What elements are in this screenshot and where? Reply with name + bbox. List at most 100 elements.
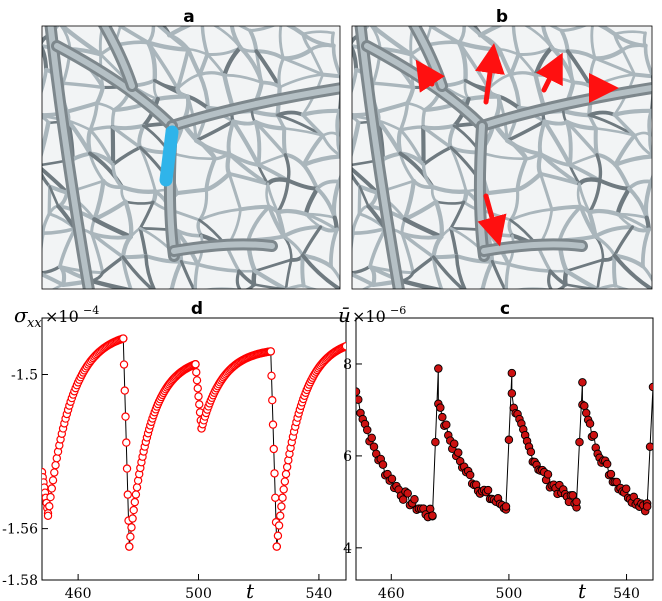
data-point <box>526 447 536 457</box>
chart-ytick-label: -1.5 <box>11 368 38 384</box>
chart-c-ylabel-exponent: −6 <box>390 304 406 317</box>
data-point <box>648 382 653 392</box>
data-point <box>367 433 376 443</box>
data-point <box>51 460 60 470</box>
data-point <box>125 542 134 551</box>
data-point <box>132 483 142 492</box>
panel-a-frame <box>41 25 341 290</box>
data-point <box>128 514 137 523</box>
chart-d-ylabel-symbol: σ <box>14 303 29 327</box>
data-point <box>453 448 463 457</box>
data-point <box>501 502 511 511</box>
data-point <box>602 459 612 469</box>
data-point <box>387 474 397 484</box>
data-point <box>356 395 363 404</box>
chart-d-frame <box>41 317 347 581</box>
data-point <box>589 430 599 440</box>
data-point <box>122 438 131 447</box>
network-image-b <box>352 26 652 289</box>
chart-xtick-label: 500 <box>496 586 523 601</box>
chart-d-xlabel: t <box>246 579 255 601</box>
chart-c-ylabel-multiplier: ×10 <box>352 307 386 326</box>
data-point <box>568 491 577 500</box>
chart-c-frame <box>355 317 654 581</box>
panel-label-c: c <box>500 299 510 319</box>
data-point <box>273 531 283 540</box>
chart-c-xlabel: t <box>578 579 587 601</box>
chart-d-ylabel-exponent: −4 <box>83 304 99 317</box>
chart-ytick-label: -1.56 <box>2 522 38 538</box>
data-point <box>274 521 284 530</box>
data-point <box>642 502 652 511</box>
data-point <box>281 469 291 479</box>
data-point <box>121 412 130 421</box>
data-point <box>267 371 276 380</box>
data-point <box>119 360 129 369</box>
data-point <box>46 492 55 502</box>
data-point <box>450 439 459 448</box>
data-point <box>276 511 285 520</box>
chart-xtick-label: 540 <box>306 586 333 601</box>
chart-d: σ xx ×10 −4 t 460 500 540 -1.5 -1.56 -1.58 <box>2 303 347 601</box>
data-point <box>192 368 201 377</box>
data-point <box>47 484 56 493</box>
data-point <box>621 484 631 494</box>
chart-d-ylabel-multiplier: ×10 <box>45 307 79 326</box>
data-point <box>543 470 553 479</box>
data-point <box>277 502 286 511</box>
data-point <box>131 490 141 499</box>
data-point <box>465 470 475 480</box>
data-point <box>442 420 451 429</box>
data-point <box>507 368 517 378</box>
chart-xtick-label: 540 <box>613 586 640 601</box>
data-point <box>269 444 278 454</box>
data-point <box>191 360 200 369</box>
panel-label-b: b <box>496 7 508 27</box>
panel-label-a: a <box>183 7 194 27</box>
data-point <box>266 347 275 356</box>
data-point <box>369 442 379 451</box>
data-point <box>507 389 517 398</box>
chart-xtick-label: 460 <box>65 586 92 601</box>
data-point <box>483 485 493 495</box>
data-point <box>268 395 277 405</box>
data-point <box>129 505 138 515</box>
panel-b-frame <box>351 25 653 290</box>
data-point <box>438 412 447 422</box>
network-image-a <box>42 26 340 289</box>
data-point <box>378 460 388 469</box>
chart-ytick-label: 6 <box>343 449 352 465</box>
data-point <box>362 425 372 435</box>
data-point <box>428 511 437 520</box>
data-point <box>282 462 292 472</box>
displacement-arrows <box>415 43 619 247</box>
data-point <box>434 364 443 373</box>
data-point <box>436 403 445 412</box>
data-point <box>645 442 653 451</box>
data-point <box>280 477 290 486</box>
data-point <box>192 376 202 385</box>
chart-ytick-label: 4 <box>343 541 352 557</box>
data-point <box>585 419 595 428</box>
data-point <box>278 493 287 502</box>
data-point <box>606 469 616 479</box>
data-point <box>52 454 61 463</box>
data-point <box>122 464 132 473</box>
data-point <box>403 489 412 498</box>
chart-c: ū ×10 −6 t 460 500 540 8 6 4 <box>338 303 654 601</box>
panel-label-d: d <box>191 299 203 319</box>
data-point <box>45 501 54 511</box>
data-point <box>193 384 202 393</box>
data-point <box>130 497 140 507</box>
data-point <box>575 437 584 447</box>
chart-ytick-label: -1.58 <box>2 573 38 589</box>
data-point <box>410 494 419 504</box>
data-point <box>195 400 204 409</box>
data-point <box>194 392 203 401</box>
data-point <box>341 342 346 351</box>
data-point <box>48 476 58 485</box>
data-point <box>279 485 288 494</box>
chart-xtick-label: 460 <box>378 586 405 601</box>
data-point <box>581 408 591 418</box>
data-point <box>398 495 408 504</box>
